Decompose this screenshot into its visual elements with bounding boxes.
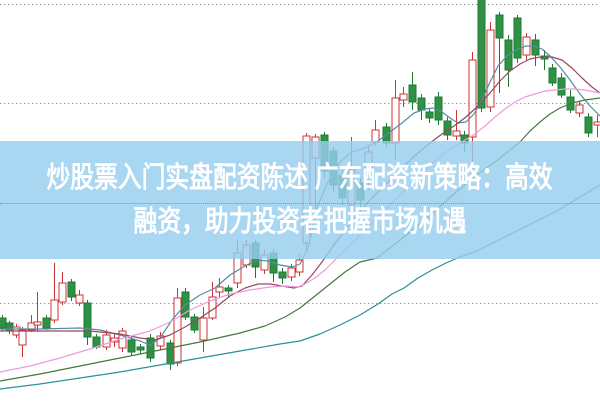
candle-bearish [166,342,175,365]
candle-bearish [127,339,136,353]
candle-bearish [495,14,504,39]
headline-banner: 炒股票入门实盘配资陈述 广东配资新策略：高效 融资，助力投资者把握市场机遇 [0,141,600,259]
candle-bullish [452,130,461,137]
headline-line-1: 炒股票入门实盘配资陈述 广东配资新策略：高效 [47,162,553,194]
candle-bullish [287,267,296,278]
candle-bullish [215,286,224,293]
candle-bearish [584,116,593,134]
candle-bullish [18,329,27,346]
candle-bullish [199,317,208,341]
candle-bullish [468,59,477,138]
candle-bearish [146,337,155,359]
candle-bullish [575,104,584,114]
candle-bearish [278,271,287,279]
candle-bullish [486,29,495,108]
candle-bullish [75,294,84,304]
headline-line-2: 融资，助力投资者把握市场机遇 [133,206,467,238]
candle-bullish [295,259,304,273]
candle-bullish [391,97,400,144]
candle-bearish [0,317,7,329]
gridline-overlay [0,203,600,204]
candle-bearish [548,67,557,84]
candle-bearish [425,111,434,119]
candle-bearish [434,96,443,121]
candle-bullish [593,121,600,126]
candle-bearish [513,17,522,59]
candle-bearish [224,287,233,292]
candle-bearish [67,281,76,298]
candle-bullish [27,322,36,331]
candle-bearish [5,322,14,332]
candle-bearish [83,302,92,338]
candle-bullish [156,335,165,347]
candle-bullish [102,334,111,348]
candle-bearish [42,317,51,329]
candle-bearish [557,77,566,96]
candle-bullish [58,282,67,303]
candle-bearish [136,346,145,351]
candle-bearish [477,0,486,109]
candle-bullish [50,299,59,321]
candle-bullish [399,93,408,101]
candle-bullish [33,321,42,326]
candle-bearish [417,97,426,111]
candle-bearish [408,84,417,103]
candle-bearish [190,316,199,331]
